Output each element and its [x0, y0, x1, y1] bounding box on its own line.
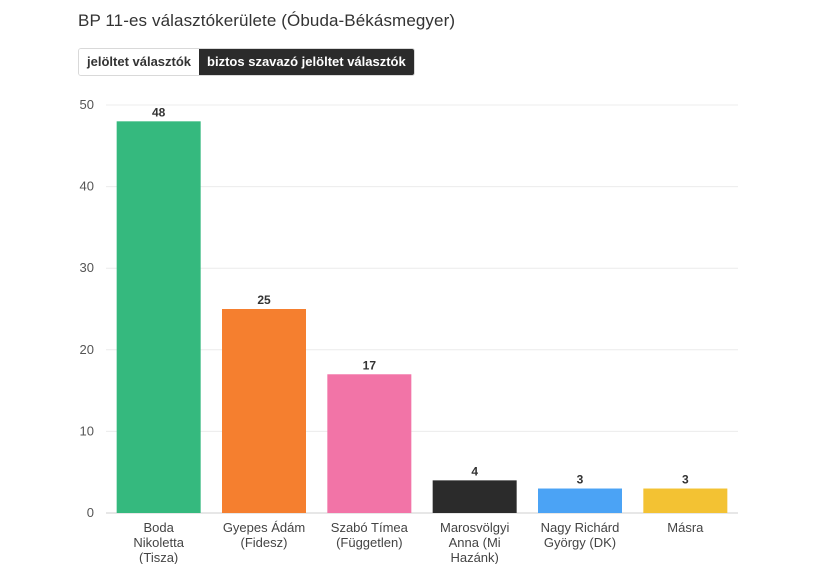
voter-filter-toggle: jelöltet választók biztos szavazó jelölt… — [78, 48, 415, 76]
y-tick-label: 40 — [80, 179, 94, 194]
y-axis: 0 10 20 30 40 50 — [80, 97, 94, 520]
bar-0[interactable] — [116, 121, 201, 513]
bar-2[interactable] — [327, 374, 412, 513]
data-label-5: 3 — [682, 473, 689, 487]
bar-3[interactable] — [432, 480, 517, 513]
category-label-5: Másra — [667, 520, 704, 535]
bars — [116, 121, 728, 513]
grid-lines — [106, 104, 738, 514]
category-label-2: Szabó Tímea (Független) — [331, 520, 409, 550]
category-label-4: Nagy Richárd György (DK) — [541, 520, 620, 550]
category-label-3: Marosvölgyi Anna (Mi Hazánk) — [440, 520, 509, 564]
toggle-sure-voters[interactable]: biztos szavazó jelöltet választók — [199, 49, 414, 75]
data-label-1: 25 — [257, 293, 271, 307]
bar-1[interactable] — [222, 309, 306, 513]
y-tick-label: 50 — [80, 97, 94, 112]
bar-4[interactable] — [538, 488, 622, 513]
data-label-3: 4 — [471, 464, 478, 478]
toggle-all-voters[interactable]: jelöltet választók — [79, 49, 200, 75]
data-label-4: 3 — [577, 473, 584, 487]
bar-5[interactable] — [643, 488, 728, 513]
y-tick-label: 10 — [80, 423, 94, 438]
category-label-1: Gyepes Ádám (Fidesz) — [223, 520, 305, 550]
data-labels: 48 25 17 4 3 3 — [152, 105, 689, 486]
y-tick-label: 20 — [80, 342, 94, 357]
x-axis: Boda Nikoletta (Tisza) Gyepes Ádám (Fidesz) S… — [133, 520, 704, 564]
data-label-0: 48 — [152, 105, 166, 119]
y-tick-label: 0 — [87, 505, 94, 520]
category-label-0: Boda Nikoletta (Tisza) — [133, 520, 184, 564]
chart-title: BP 11-es választókerülete (Óbuda-Békásme… — [78, 11, 456, 30]
y-tick-label: 30 — [80, 260, 94, 275]
data-label-2: 17 — [363, 358, 377, 372]
